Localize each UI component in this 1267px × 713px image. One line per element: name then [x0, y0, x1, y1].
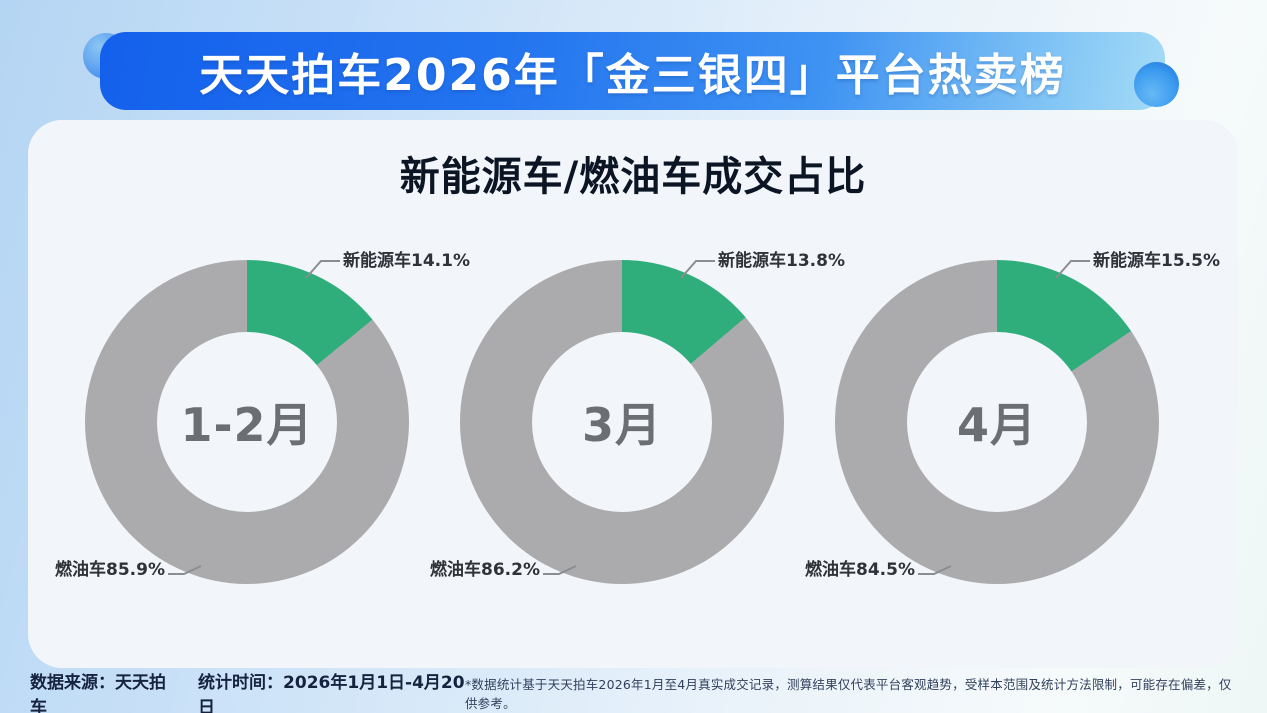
leader-line-icon [917, 565, 952, 575]
donut-hole: 3月 [532, 332, 712, 512]
leader-line-icon [1055, 260, 1090, 279]
leader-line-icon [542, 565, 577, 575]
title-banner: 天天拍车2026年「金三银四」平台热卖榜 [100, 32, 1165, 110]
fuel-label: 燃油车86.2% [430, 560, 540, 580]
data-source: 数据来源：天天拍车 [30, 672, 166, 713]
footer-meta: 数据来源：天天拍车 统计时间：2026年1月1日-4月20日 [30, 668, 465, 713]
stat-period: 统计时间：2026年1月1日-4月20日 [198, 672, 465, 713]
new-energy-callout: 新能源车14.1% [305, 248, 470, 284]
donut-chart-march: 3月 新能源车13.8% 燃油车86.2% [430, 251, 845, 584]
new-energy-label: 新能源车15.5% [1093, 251, 1220, 271]
new-energy-callout: 新能源车13.8% [680, 248, 845, 284]
new-energy-label: 新能源车13.8% [718, 251, 845, 271]
donut-center-label: 4月 [956, 398, 1037, 452]
new-energy-label: 新能源车14.1% [343, 251, 470, 271]
fuel-label: 燃油车84.5% [805, 560, 915, 580]
page-title: 天天拍车2026年「金三银四」平台热卖榜 [199, 50, 1066, 101]
donut-chart-jan-feb: 1-2月 新能源车14.1% 燃油车85.9% [55, 251, 470, 584]
leader-line-icon [167, 565, 202, 575]
disclaimer: *数据统计基于天天拍车2026年1月至4月真实成交记录，测算结果仅代表平台客观趋… [464, 676, 1232, 711]
new-energy-callout: 新能源车15.5% [1055, 248, 1220, 284]
donut-center-label: 1-2月 [180, 398, 314, 452]
fuel-callout: 燃油车85.9% [55, 558, 203, 582]
fuel-callout: 燃油车84.5% [805, 558, 953, 582]
decor-circle-right-icon [1134, 62, 1179, 107]
chart-title: 新能源车/燃油车成交占比 [399, 154, 867, 200]
leader-line-icon [305, 260, 340, 279]
leader-line-icon [680, 260, 715, 279]
chart-card: 新能源车/燃油车成交占比 1-2月 新能源车14.1% 燃油车85.9% [28, 120, 1238, 668]
donut-center-label: 3月 [581, 398, 662, 452]
fuel-label: 燃油车85.9% [55, 560, 165, 580]
donut-hole: 1-2月 [157, 332, 337, 512]
donut-hole: 4月 [907, 332, 1087, 512]
footer: 数据来源：天天拍车 统计时间：2026年1月1日-4月20日 *数据统计基于天天… [0, 672, 1267, 713]
donut-chart-april: 4月 新能源车15.5% 燃油车84.5% [805, 251, 1220, 584]
fuel-callout: 燃油车86.2% [430, 558, 578, 582]
